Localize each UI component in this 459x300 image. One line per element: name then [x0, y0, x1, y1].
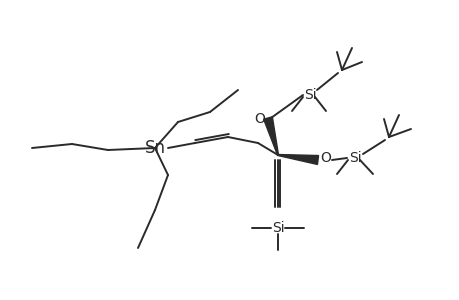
Text: Sn: Sn — [144, 139, 165, 157]
Text: O: O — [320, 151, 331, 165]
Polygon shape — [277, 154, 318, 164]
Polygon shape — [263, 117, 278, 155]
Text: Si: Si — [271, 221, 284, 235]
Text: O: O — [254, 112, 265, 126]
Text: Si: Si — [348, 151, 360, 165]
Text: Si: Si — [303, 88, 316, 102]
